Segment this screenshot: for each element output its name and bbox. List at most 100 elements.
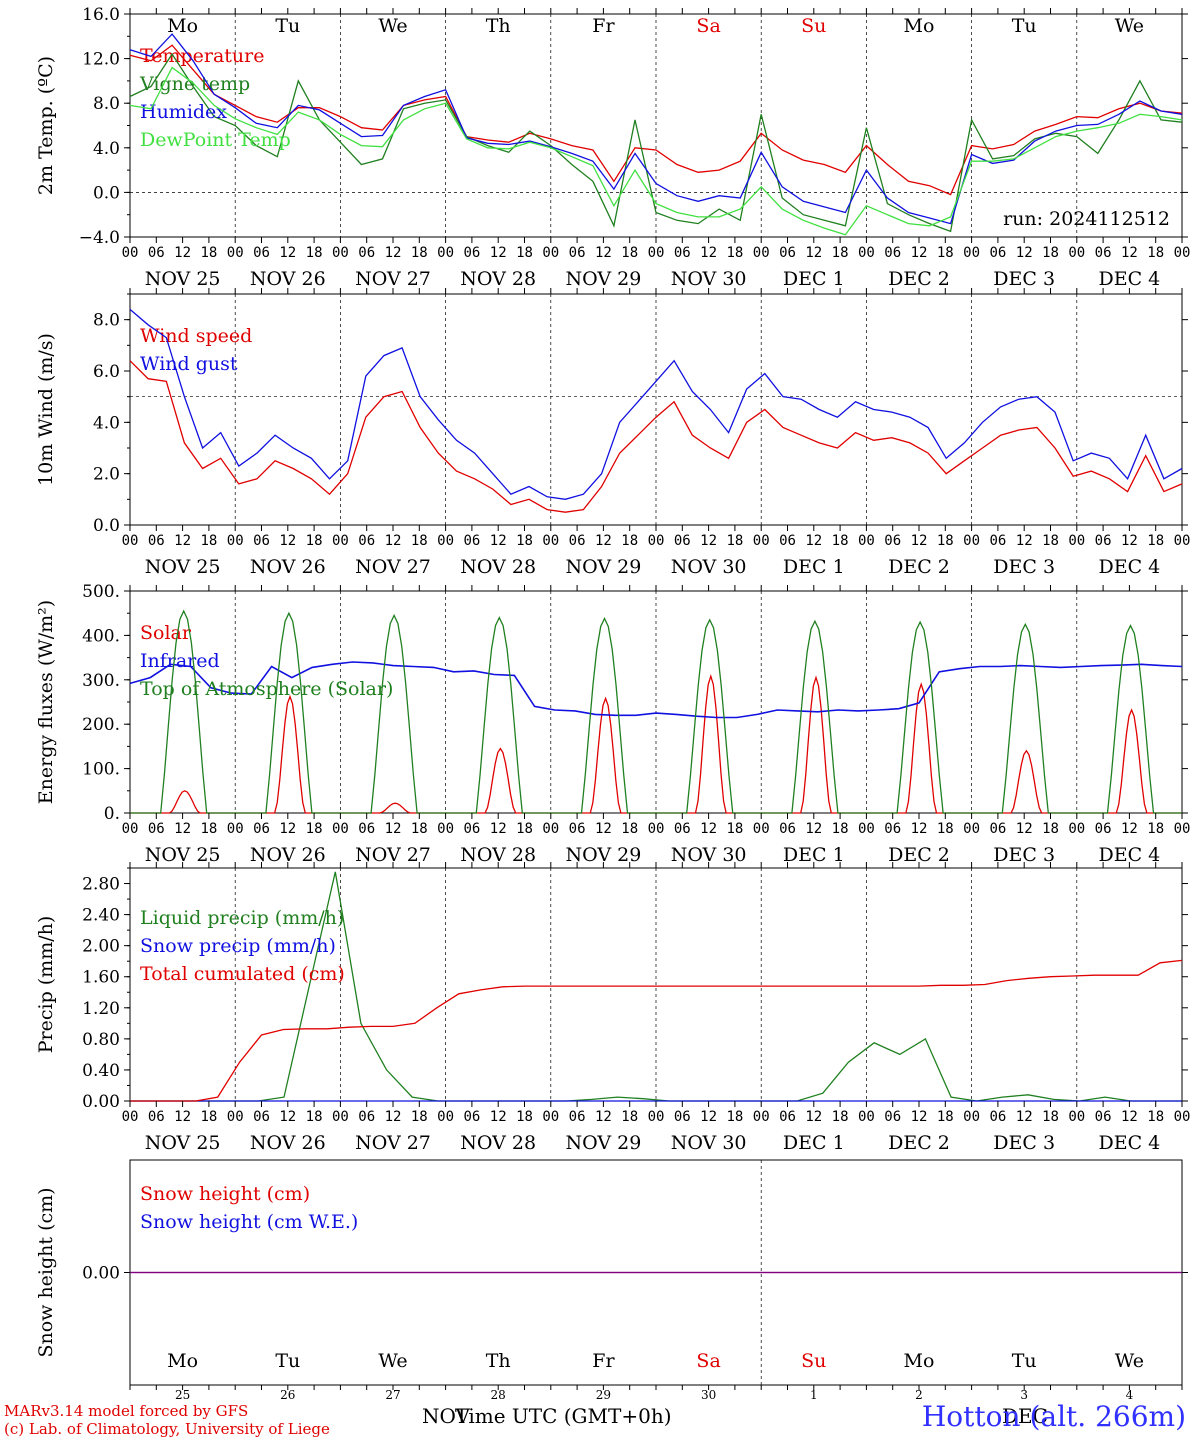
y-tick-label: 300. [82, 671, 120, 691]
x-hour-label: 06 [779, 1109, 796, 1125]
x-hour-label: 00 [332, 245, 349, 261]
x-hour-label: 00 [122, 821, 139, 837]
y-tick-label: 200. [82, 715, 120, 735]
x-hour-label: 00 [858, 245, 875, 261]
legend-total-cumulated-cm-: Total cumulated (cm) [140, 963, 345, 985]
x-hour-label: 06 [358, 821, 375, 837]
station-label: Hotton (alt. 266m) [921, 1400, 1186, 1433]
x-hour-label: 18 [937, 821, 954, 837]
x-hour-label: 00 [963, 1109, 980, 1125]
weekday-label-bottom: Tu [275, 1350, 300, 1372]
weekday-label-top: Mo [167, 15, 198, 37]
x-hour-label: 00 [753, 533, 770, 549]
x-hour-label: 12 [385, 245, 402, 261]
x-hour-label: 00 [437, 245, 454, 261]
day-number-label: 26 [280, 1388, 295, 1402]
y-tick-label: 0.00 [82, 1092, 120, 1112]
weekday-label-top: Fr [592, 15, 615, 37]
x-hour-label: 00 [1068, 533, 1085, 549]
x-hour-label: 12 [595, 245, 612, 261]
x-hour-label: 18 [726, 1109, 743, 1125]
weekday-label-bottom: We [378, 1350, 407, 1372]
x-date-label: DEC 3 [993, 1132, 1055, 1154]
x-hour-label: 06 [779, 533, 796, 549]
x-hour-label: 12 [700, 533, 717, 549]
series-line-dewpoint-temp [129, 66, 1183, 236]
x-hour-label: 18 [832, 1109, 849, 1125]
x-hour-label: 00 [1174, 821, 1191, 837]
x-date-label: NOV 27 [355, 268, 431, 290]
x-hour-label: 00 [542, 1109, 559, 1125]
y-tick-label: 400. [82, 626, 120, 646]
x-hour-label: 18 [306, 245, 323, 261]
x-hour-label: 00 [122, 245, 139, 261]
x-hour-label: 18 [306, 533, 323, 549]
credit-model: MARv3.14 model forced by GFS [4, 1402, 249, 1420]
x-hour-label: 18 [621, 245, 638, 261]
x-date-label: DEC 4 [1099, 556, 1161, 578]
x-hour-label: 06 [674, 1109, 691, 1125]
legend-snow-height-cm-: Snow height (cm) [140, 1183, 310, 1205]
y-tick-label: 12.0 [82, 50, 120, 70]
x-hour-label: 12 [279, 533, 296, 549]
x-hour-label: 06 [148, 245, 165, 261]
x-date-label: DEC 1 [783, 268, 845, 290]
y-tick-label: 6.0 [93, 362, 120, 382]
x-date-label: NOV 25 [145, 556, 221, 578]
x-date-label: NOV 30 [671, 1132, 747, 1154]
x-hour-label: 18 [411, 1109, 428, 1125]
x-date-label: NOV 29 [565, 556, 641, 578]
x-hour-label: 18 [411, 245, 428, 261]
y-axis-label: 10m Wind (m/s) [35, 333, 57, 486]
y-tick-label: 4.0 [93, 413, 120, 433]
x-date-label: DEC 3 [993, 268, 1055, 290]
x-hour-label: 18 [306, 821, 323, 837]
x-date-label: NOV 26 [250, 268, 326, 290]
x-hour-label: 06 [884, 533, 901, 549]
x-hour-label: 00 [963, 245, 980, 261]
x-hour-label: 12 [595, 533, 612, 549]
x-hour-label: 06 [1095, 1109, 1112, 1125]
x-date-label: DEC 2 [888, 1132, 950, 1154]
x-hour-label: 12 [1016, 821, 1033, 837]
x-hour-label: 06 [569, 533, 586, 549]
x-hour-label: 00 [227, 245, 244, 261]
x-date-label: NOV 29 [565, 844, 641, 866]
y-axis-label: Snow height (cm) [35, 1187, 57, 1357]
day-number-label: 27 [385, 1388, 400, 1402]
x-hour-label: 18 [726, 821, 743, 837]
x-hour-label: 00 [437, 1109, 454, 1125]
x-date-label: NOV 29 [565, 1132, 641, 1154]
x-hour-label: 12 [805, 821, 822, 837]
x-hour-label: 06 [569, 1109, 586, 1125]
legend-snow-precip-mm-h-: Snow precip (mm/h) [140, 935, 336, 957]
x-hour-label: 06 [148, 533, 165, 549]
x-hour-label: 18 [726, 533, 743, 549]
legend-humidex: Humidex [140, 101, 227, 123]
legend-solar: Solar [140, 622, 192, 644]
x-hour-label: 00 [227, 1109, 244, 1125]
x-date-label: NOV 30 [671, 844, 747, 866]
legend-liquid-precip-mm-h-: Liquid precip (mm/h) [140, 907, 344, 929]
x-hour-label: 12 [595, 1109, 612, 1125]
y-tick-label: 0.0 [93, 516, 120, 536]
weekday-label-top: We [378, 15, 407, 37]
x-hour-label: 12 [595, 821, 612, 837]
x-hour-label: 12 [700, 245, 717, 261]
x-hour-label: 00 [437, 533, 454, 549]
x-date-label: DEC 4 [1099, 1132, 1161, 1154]
x-hour-label: 12 [279, 245, 296, 261]
x-hour-label: 12 [1016, 533, 1033, 549]
x-hour-label: 12 [700, 1109, 717, 1125]
x-hour-label: 00 [753, 821, 770, 837]
series-line-wind-gust [129, 308, 1183, 500]
x-hour-label: 18 [1042, 533, 1059, 549]
x-hour-label: 06 [989, 1109, 1006, 1125]
legend-infrared: Infrared [140, 650, 220, 672]
x-hour-label: 06 [989, 821, 1006, 837]
x-date-label: NOV 25 [145, 844, 221, 866]
month-label-dec: DEC [1002, 1404, 1048, 1428]
x-hour-label: 12 [911, 245, 928, 261]
day-number-label: 1 [810, 1388, 818, 1402]
weekday-label-top: Sa [696, 15, 720, 37]
